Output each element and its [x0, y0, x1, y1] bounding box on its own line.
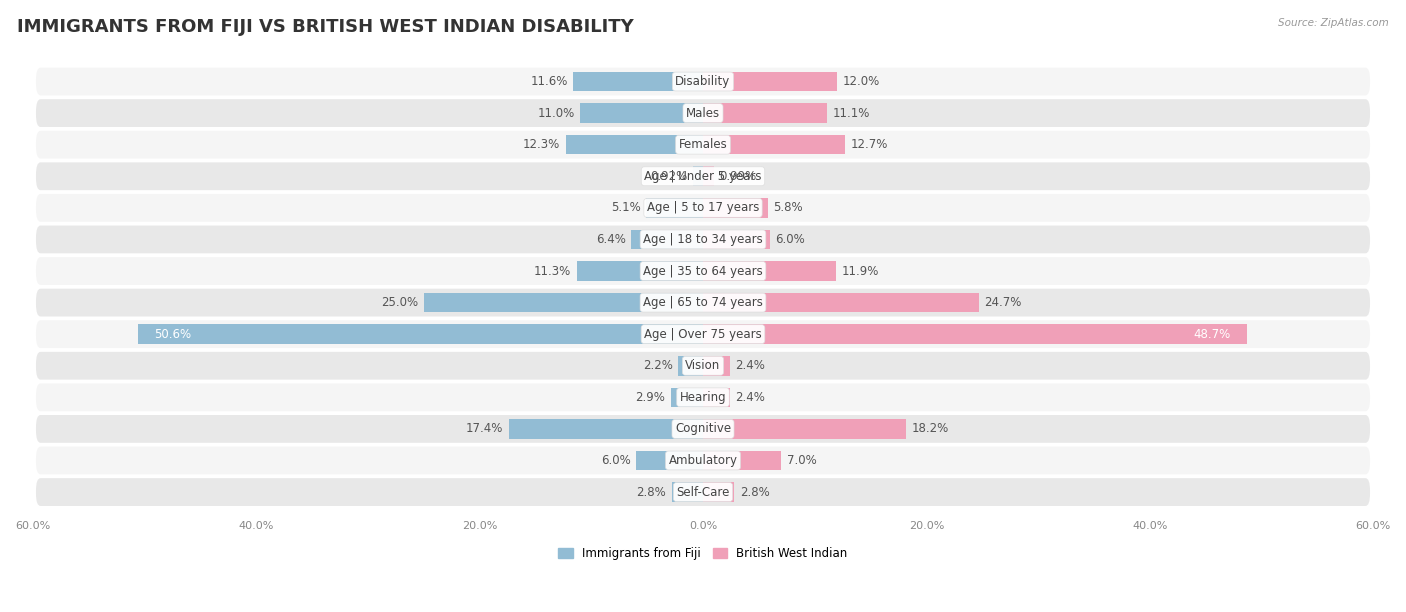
Bar: [509, 419, 703, 439]
Bar: [679, 356, 703, 376]
Bar: [703, 230, 770, 249]
Bar: [703, 324, 1247, 344]
Text: 11.3%: 11.3%: [534, 264, 571, 277]
Bar: [576, 261, 703, 281]
Text: Females: Females: [679, 138, 727, 151]
Bar: [645, 198, 703, 218]
Text: 6.4%: 6.4%: [596, 233, 626, 246]
Text: Age | Over 75 years: Age | Over 75 years: [644, 327, 762, 341]
Bar: [631, 230, 703, 249]
Bar: [703, 198, 768, 218]
Bar: [672, 482, 703, 502]
Text: IMMIGRANTS FROM FIJI VS BRITISH WEST INDIAN DISABILITY: IMMIGRANTS FROM FIJI VS BRITISH WEST IND…: [17, 18, 634, 36]
FancyBboxPatch shape: [37, 289, 1369, 316]
Text: Age | 35 to 64 years: Age | 35 to 64 years: [643, 264, 763, 277]
Bar: [703, 166, 714, 186]
FancyBboxPatch shape: [37, 447, 1369, 474]
Text: 0.99%: 0.99%: [720, 170, 756, 183]
Text: Disability: Disability: [675, 75, 731, 88]
Text: Age | 5 to 17 years: Age | 5 to 17 years: [647, 201, 759, 214]
Bar: [703, 419, 907, 439]
Text: Age | 65 to 74 years: Age | 65 to 74 years: [643, 296, 763, 309]
Bar: [703, 72, 837, 91]
Bar: [703, 103, 827, 123]
Text: 2.2%: 2.2%: [643, 359, 673, 372]
Text: 12.7%: 12.7%: [851, 138, 887, 151]
Bar: [581, 103, 703, 123]
Text: 2.9%: 2.9%: [636, 391, 665, 404]
Text: 6.0%: 6.0%: [776, 233, 806, 246]
Text: 11.0%: 11.0%: [537, 106, 575, 119]
Text: Ambulatory: Ambulatory: [668, 454, 738, 467]
FancyBboxPatch shape: [37, 320, 1369, 348]
Text: 24.7%: 24.7%: [984, 296, 1022, 309]
Bar: [574, 72, 703, 91]
Legend: Immigrants from Fiji, British West Indian: Immigrants from Fiji, British West India…: [554, 542, 852, 565]
Text: 11.1%: 11.1%: [832, 106, 870, 119]
Text: 0.92%: 0.92%: [650, 170, 688, 183]
Bar: [703, 293, 979, 312]
Text: 11.6%: 11.6%: [530, 75, 568, 88]
Text: 2.4%: 2.4%: [735, 391, 765, 404]
Bar: [703, 450, 782, 470]
Text: Self-Care: Self-Care: [676, 485, 730, 499]
Bar: [671, 387, 703, 407]
FancyBboxPatch shape: [37, 384, 1369, 411]
Bar: [703, 482, 734, 502]
Text: Hearing: Hearing: [679, 391, 727, 404]
FancyBboxPatch shape: [37, 162, 1369, 190]
Text: 18.2%: 18.2%: [912, 422, 949, 435]
FancyBboxPatch shape: [37, 352, 1369, 379]
Text: Source: ZipAtlas.com: Source: ZipAtlas.com: [1278, 18, 1389, 28]
Text: Cognitive: Cognitive: [675, 422, 731, 435]
Bar: [138, 324, 703, 344]
Text: Vision: Vision: [685, 359, 721, 372]
Text: 5.1%: 5.1%: [610, 201, 640, 214]
Text: 6.0%: 6.0%: [600, 454, 630, 467]
Text: 7.0%: 7.0%: [787, 454, 817, 467]
Bar: [636, 450, 703, 470]
Text: 11.9%: 11.9%: [842, 264, 879, 277]
Bar: [703, 261, 837, 281]
Bar: [423, 293, 703, 312]
Text: 12.0%: 12.0%: [842, 75, 880, 88]
Bar: [565, 135, 703, 154]
Text: 48.7%: 48.7%: [1194, 327, 1230, 341]
Text: Age | Under 5 years: Age | Under 5 years: [644, 170, 762, 183]
Bar: [703, 356, 730, 376]
Text: 2.4%: 2.4%: [735, 359, 765, 372]
FancyBboxPatch shape: [37, 478, 1369, 506]
Text: 25.0%: 25.0%: [381, 296, 418, 309]
Bar: [703, 135, 845, 154]
FancyBboxPatch shape: [37, 99, 1369, 127]
FancyBboxPatch shape: [37, 226, 1369, 253]
Text: 2.8%: 2.8%: [637, 485, 666, 499]
FancyBboxPatch shape: [37, 257, 1369, 285]
Text: 12.3%: 12.3%: [523, 138, 560, 151]
Bar: [693, 166, 703, 186]
FancyBboxPatch shape: [37, 194, 1369, 222]
FancyBboxPatch shape: [37, 131, 1369, 159]
Text: 2.8%: 2.8%: [740, 485, 769, 499]
Text: 17.4%: 17.4%: [465, 422, 503, 435]
FancyBboxPatch shape: [37, 415, 1369, 443]
Bar: [703, 387, 730, 407]
Text: Males: Males: [686, 106, 720, 119]
Text: 50.6%: 50.6%: [155, 327, 191, 341]
Text: Age | 18 to 34 years: Age | 18 to 34 years: [643, 233, 763, 246]
FancyBboxPatch shape: [37, 68, 1369, 95]
Text: 5.8%: 5.8%: [773, 201, 803, 214]
